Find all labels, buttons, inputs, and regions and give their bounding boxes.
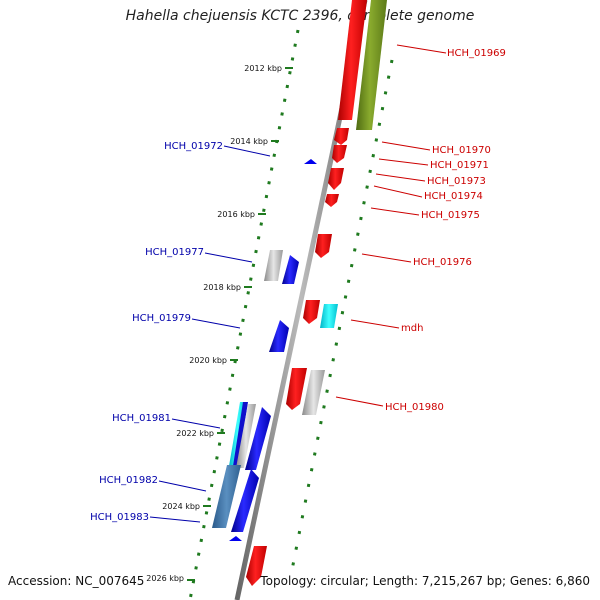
gene-HCH_01972-arrow[interactable]	[304, 159, 317, 164]
ruler-tick-label: 2022 kbp	[176, 429, 214, 438]
gene-HCH_01980-arrow[interactable]	[286, 368, 307, 410]
leader-line	[378, 158, 429, 166]
gene-label[interactable]: HCH_01973	[427, 176, 486, 187]
gene-label[interactable]: HCH_01971	[430, 160, 489, 171]
leader-line	[158, 480, 207, 492]
gene-gray-right-arrow[interactable]	[302, 370, 325, 415]
gene-olive-arrow[interactable]	[356, 0, 387, 130]
gene-mdh-region-arrow[interactable]	[303, 300, 320, 324]
ruler-tick-label: 2018 kbp	[203, 283, 241, 292]
gene-HCH_01973-arrow[interactable]	[328, 168, 344, 190]
leader-line	[373, 185, 423, 198]
ruler-tick-label: 2012 kbp	[244, 64, 282, 73]
gene-label[interactable]: HCH_01976	[413, 257, 472, 268]
gene-label[interactable]: HCH_01981	[112, 413, 171, 424]
gene-gray-left-arrow[interactable]	[264, 250, 283, 281]
gene-label[interactable]: HCH_01974	[424, 191, 483, 202]
gene-HCH_01974-arrow[interactable]	[325, 194, 339, 207]
leader-line	[223, 145, 271, 157]
leader-line	[381, 141, 431, 151]
gene-HCH_01982b-arrow[interactable]	[231, 469, 259, 532]
gene-label[interactable]: HCH_01983	[90, 512, 149, 523]
gene-HCH_01976-arrow[interactable]	[315, 234, 332, 258]
gene-HCH_01979-arrow[interactable]	[269, 320, 289, 352]
ruler-tick-label: 2020 kbp	[189, 356, 227, 365]
gene-HCH_01977-arrow[interactable]	[282, 255, 299, 284]
leader-line	[191, 318, 241, 329]
gene-label[interactable]: HCH_01969	[447, 48, 506, 59]
gene-HCH_01982-arrow[interactable]	[212, 465, 241, 528]
ruler-tick-label: 2016 kbp	[217, 210, 255, 219]
gene-label[interactable]: HCH_01982	[99, 475, 158, 486]
topology-text: Topology: circular; Length: 7,215,267 bp…	[260, 574, 590, 588]
gene-label[interactable]: HCH_01972	[164, 141, 223, 152]
leader-line	[375, 173, 426, 182]
gene-HCH_01983-arrow[interactable]	[229, 536, 242, 541]
leader-line	[361, 253, 412, 263]
leader-line	[149, 516, 201, 523]
ruler-tick-label: 2014 kbp	[230, 137, 268, 146]
gene-label[interactable]: HCH_01975	[421, 210, 480, 221]
ruler-ticks: 2012 kbp 2014 kbp 2016 kbp 2018 kbp 2020…	[146, 64, 293, 583]
map-title: Hahella chejuensis KCTC 2396, complete g…	[125, 8, 475, 24]
leader-line	[350, 319, 400, 329]
gene-mdh-arrow[interactable]	[320, 304, 338, 328]
right-gene-labels: HCH_01969 HCH_01970 HCH_01971 HCH_01973 …	[335, 44, 506, 413]
ruler-tick-label: 2026 kbp	[146, 574, 184, 583]
gene-HCH_01981-gray[interactable]	[236, 404, 256, 468]
gene-HCH_01971-arrow[interactable]	[332, 145, 347, 163]
gene-HCH_01981-arrow[interactable]	[245, 407, 271, 470]
gene-label[interactable]: HCH_01980	[385, 402, 444, 413]
track-line-right	[290, 59, 394, 571]
gene-HCH_01981-blue[interactable]	[233, 402, 248, 466]
gene-label[interactable]: HCH_01979	[132, 313, 191, 324]
gene-bottom-red-arrow[interactable]	[246, 546, 267, 586]
leader-line	[204, 252, 253, 263]
left-gene-labels: HCH_01972 HCH_01977 HCH_01979 HCH_01981 …	[90, 141, 271, 523]
gene-label[interactable]: HCH_01970	[432, 145, 491, 156]
gene-label[interactable]: HCH_01977	[145, 247, 204, 258]
gene-label[interactable]: mdh	[401, 323, 423, 334]
gene-HCH_01970-arrow[interactable]	[334, 128, 349, 145]
gene-HCH_01969-arrow[interactable]	[338, 0, 367, 120]
leader-line	[396, 44, 447, 54]
leader-line	[335, 396, 384, 407]
leader-line	[171, 418, 221, 429]
ruler-tick-label: 2024 kbp	[162, 502, 200, 511]
accession-text: Accession: NC_007645	[8, 574, 145, 588]
leader-line	[370, 207, 420, 216]
